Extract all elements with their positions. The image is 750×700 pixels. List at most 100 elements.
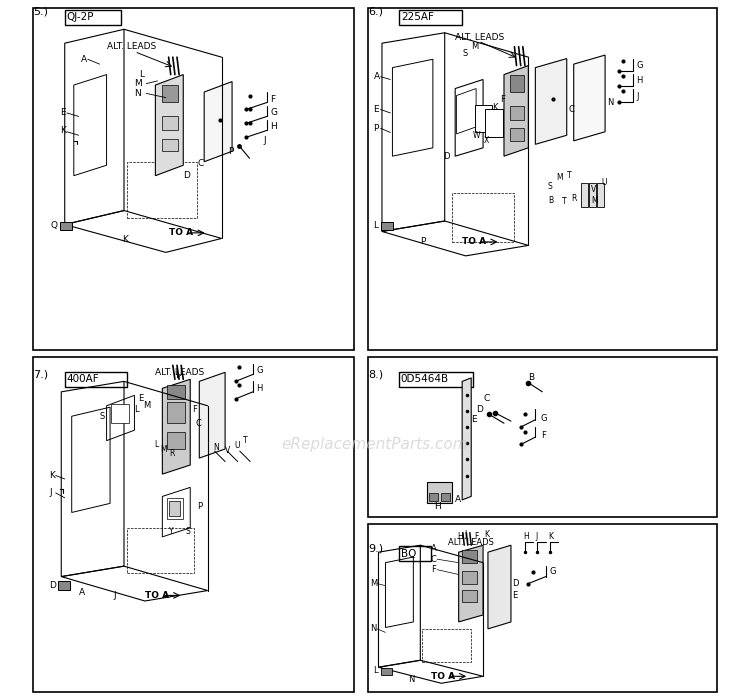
Text: 5.): 5.) (33, 7, 48, 17)
Text: N: N (608, 98, 613, 107)
Text: L: L (154, 440, 158, 449)
Bar (58, 582, 70, 590)
Bar (430, 493, 438, 501)
Text: F: F (475, 533, 479, 541)
Bar (167, 385, 184, 399)
Bar (422, 629, 471, 662)
Polygon shape (462, 378, 471, 500)
Bar (475, 104, 492, 132)
Text: G: G (549, 567, 556, 576)
Text: K: K (50, 471, 55, 480)
Bar (33, 357, 354, 692)
Text: K: K (484, 531, 490, 539)
Text: N: N (134, 89, 141, 98)
Bar (167, 432, 184, 449)
Text: T: T (562, 197, 566, 206)
Text: C: C (196, 419, 202, 428)
Text: X: X (484, 136, 489, 146)
Bar (380, 222, 393, 230)
Text: J: J (113, 591, 116, 600)
Text: D: D (476, 405, 483, 414)
Text: D: D (512, 579, 519, 588)
Text: F: F (430, 565, 436, 574)
Text: T: T (567, 172, 572, 180)
Text: L: L (373, 666, 377, 676)
Text: Y: Y (170, 527, 174, 536)
Text: S: S (100, 412, 105, 421)
Text: D: D (183, 172, 190, 180)
Text: A: A (79, 588, 85, 597)
Text: G: G (256, 366, 263, 375)
Bar (509, 75, 524, 92)
Bar (112, 404, 129, 424)
Text: M: M (471, 41, 478, 50)
Polygon shape (536, 59, 567, 144)
Text: QJ-2P: QJ-2P (66, 13, 94, 22)
Text: K: K (122, 235, 128, 244)
Text: V: V (591, 185, 596, 194)
Text: 6.): 6.) (368, 7, 383, 17)
Text: U: U (234, 441, 240, 450)
Text: ALT. LEADS: ALT. LEADS (455, 33, 505, 42)
Text: TO A: TO A (462, 237, 486, 246)
Text: K: K (548, 532, 553, 540)
Polygon shape (162, 379, 190, 474)
Text: C: C (483, 394, 489, 403)
Text: A: A (374, 72, 380, 81)
Text: E: E (60, 108, 65, 118)
Bar (128, 528, 194, 573)
Bar (509, 106, 524, 120)
Polygon shape (488, 545, 511, 629)
Text: ALT. LEADS: ALT. LEADS (448, 538, 494, 547)
Text: C: C (430, 554, 436, 564)
Polygon shape (504, 66, 529, 156)
Text: J: J (637, 92, 639, 101)
Text: W: W (472, 132, 480, 141)
Bar (462, 550, 478, 563)
Bar (509, 128, 524, 141)
Bar (580, 183, 588, 207)
Polygon shape (457, 88, 476, 134)
Text: F: F (500, 94, 506, 104)
Bar (452, 193, 514, 242)
Text: K: K (492, 103, 498, 112)
Text: M: M (160, 444, 167, 454)
Bar (60, 222, 73, 230)
Bar (64, 10, 121, 25)
Text: eReplacementParts.com: eReplacementParts.com (282, 437, 468, 452)
Bar (167, 402, 184, 423)
Bar (368, 8, 717, 350)
Text: L: L (140, 70, 144, 79)
Bar (441, 493, 449, 501)
Text: R: R (170, 449, 175, 459)
Text: T: T (242, 436, 248, 445)
Bar (400, 372, 472, 387)
Text: S: S (548, 182, 552, 190)
Text: G: G (541, 414, 548, 423)
Text: 0D5464B: 0D5464B (400, 374, 449, 384)
Text: V: V (225, 446, 230, 455)
Text: E: E (471, 415, 477, 424)
Text: J: J (50, 489, 52, 498)
Text: TO A: TO A (170, 228, 194, 237)
Text: D: D (443, 153, 450, 162)
Polygon shape (204, 82, 232, 162)
Text: M: M (143, 401, 151, 410)
Text: E: E (374, 105, 380, 114)
Text: B: B (529, 373, 535, 382)
Bar (128, 162, 197, 218)
Text: ALT. LEADS: ALT. LEADS (106, 42, 156, 51)
Text: Q: Q (51, 221, 58, 230)
Text: ALT. LEADS: ALT. LEADS (155, 368, 205, 377)
Polygon shape (200, 372, 225, 458)
Text: K: K (60, 126, 66, 135)
Text: H: H (434, 503, 441, 512)
Text: 7.): 7.) (33, 370, 49, 379)
Text: TO A: TO A (145, 591, 169, 600)
Text: B: B (548, 195, 553, 204)
Bar (162, 139, 178, 151)
Text: C: C (197, 159, 203, 167)
Text: P: P (420, 237, 426, 246)
Text: 9.): 9.) (368, 544, 383, 554)
Text: E: E (138, 394, 143, 403)
